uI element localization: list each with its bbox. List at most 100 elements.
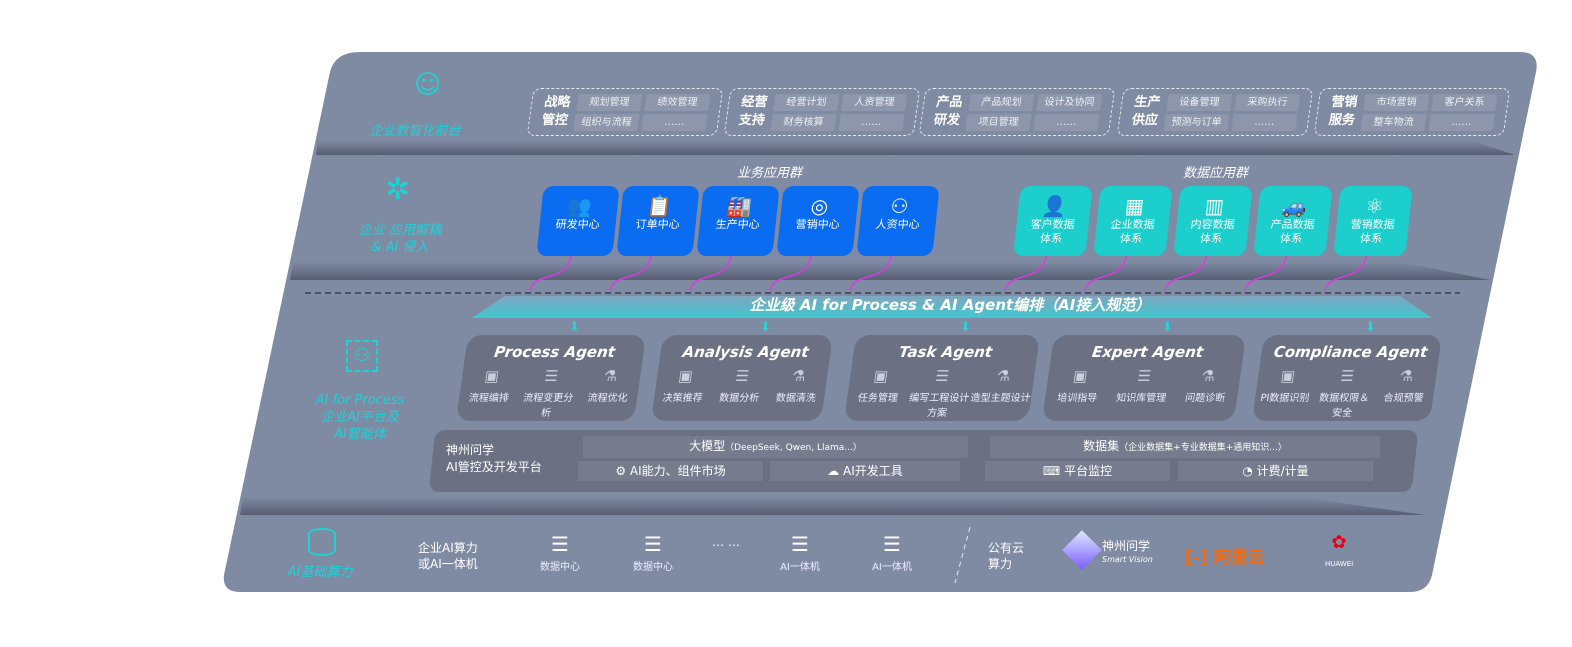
front-chip[interactable]: 财务核算 — [770, 114, 837, 131]
agent-capability[interactable]: ▣ 流程编排 — [457, 367, 523, 419]
business-tile[interactable]: ◎ 营销中心 — [776, 186, 860, 256]
integration-arrow — [1244, 249, 1288, 291]
front-chip[interactable]: 整车物流 — [1360, 114, 1427, 131]
front-chip[interactable]: 产品规划 — [968, 94, 1035, 111]
agent-capability[interactable]: ▣ 决策推荐 — [654, 367, 715, 404]
agent-capability-label: 造型主题设计 — [969, 393, 1032, 404]
business-tile-label: 生产中心 — [714, 218, 761, 231]
data-tile[interactable]: 👤 客户数据体系 — [1013, 186, 1093, 256]
agent-capability[interactable]: ☰ 数据分析 — [710, 367, 771, 404]
business-tile[interactable]: 📋 订单中心 — [616, 186, 700, 256]
front-chip[interactable]: …… — [838, 114, 905, 131]
front-chip[interactable]: 采购执行 — [1234, 94, 1301, 111]
front-chip[interactable]: …… — [1231, 114, 1298, 131]
id-card-icon: ▣ — [1279, 367, 1297, 385]
front-chip[interactable]: 项目管理 — [965, 114, 1032, 131]
agent-title: Compliance Agent — [1272, 343, 1429, 361]
integration-arrow — [1324, 249, 1368, 291]
integration-arrow — [609, 249, 653, 291]
integration-arrow — [769, 249, 813, 291]
business-tile[interactable]: ⚇ 人资中心 — [856, 186, 940, 256]
agent-card[interactable]: Process Agent ▣ 流程编排 ☰ 流程变更分析 ⚗ 流程优化 — [455, 335, 647, 421]
agent-capability[interactable]: ☰ 知识库管理 — [1109, 367, 1178, 404]
server-rack-icon: ☰ — [551, 532, 569, 556]
front-chip[interactable]: 设备管理 — [1166, 94, 1233, 111]
ai-label-2: 企业AI平台及 — [321, 410, 399, 425]
front-chip[interactable]: …… — [641, 114, 708, 131]
agent-capability[interactable]: ▣ 任务管理 — [845, 367, 913, 419]
front-chip[interactable]: …… — [1033, 114, 1100, 131]
market-label: AI能力、组件市场 — [629, 464, 726, 478]
data-tile[interactable]: 🚙 产品数据体系 — [1253, 186, 1333, 256]
face-scan-icon: ⚇ — [346, 340, 378, 372]
front-chip[interactable]: …… — [1428, 114, 1495, 131]
front-chip[interactable]: 市场营销 — [1363, 94, 1430, 111]
agent-capability[interactable]: ☰ 流程变更分析 — [516, 367, 582, 419]
enterprise-compute-1: 企业AI算力 — [418, 541, 478, 555]
data-tile[interactable]: ⚛ 营销数据体系 — [1333, 186, 1413, 256]
down-arrow-icon: ⬇ — [1365, 320, 1376, 335]
billing-cell[interactable]: ◔ 计费/计量 — [1178, 461, 1373, 481]
front-group-title: 战略管控 — [540, 95, 572, 128]
agent-capability[interactable]: ▣ 培训指导 — [1045, 367, 1114, 404]
front-chip[interactable]: 组织与流程 — [573, 114, 640, 131]
business-tile-label: 人资中心 — [874, 218, 921, 231]
business-tile[interactable]: 👥 研发中心 — [536, 186, 620, 256]
down-arrow-icon: ⬇ — [1162, 320, 1173, 335]
agent-capability-label: 合规预警 — [1382, 393, 1425, 404]
server-rack-icon: ☰ — [644, 532, 662, 556]
monitor-cell[interactable]: ⌨ 平台监控 — [985, 461, 1170, 481]
down-arrow-icon: ⬇ — [760, 320, 771, 335]
agent-capability[interactable]: ⚗ 问题诊断 — [1173, 367, 1242, 404]
agent-capability[interactable]: ⚗ 数据清洗 — [767, 367, 828, 404]
agent-capability[interactable]: ⚗ 造型主题设计 — [967, 367, 1035, 419]
dataset-cell[interactable]: 数据集（企业数据集+专业数据集+通用知识...） — [990, 436, 1380, 458]
agent-card[interactable]: Task Agent ▣ 任务管理 ☰ 编写工程设计方案 ⚗ 造型主题设计 — [843, 335, 1041, 421]
front-chip[interactable]: 客户关系 — [1431, 94, 1498, 111]
public-cloud-1: 公有云 — [988, 541, 1025, 555]
agent-capability[interactable]: ☰ 编写工程设计方案 — [906, 367, 974, 419]
permission-icon: ☰ — [1339, 367, 1356, 385]
front-chip[interactable]: 绩效管理 — [644, 94, 711, 111]
agent-capability[interactable]: ☰ 数据权限＆安全 — [1312, 367, 1378, 419]
agent-title: Process Agent — [493, 343, 617, 361]
agent-capability-label: 知识库管理 — [1115, 393, 1167, 404]
agent-capability[interactable]: ▣ PI数据识别 — [1253, 367, 1319, 419]
public-cloud-2: 算力 — [988, 557, 1013, 571]
down-arrow-icon: ⬇ — [960, 320, 971, 335]
business-tile[interactable]: 🏭 生产中心 — [696, 186, 780, 256]
agent-capability[interactable]: ⚗ 合规预警 — [1371, 367, 1437, 419]
flow-icon: ▣ — [483, 367, 501, 385]
front-chip[interactable]: 设计及协同 — [1036, 94, 1103, 111]
server-label: 数据中心 — [540, 562, 580, 573]
car-icon: 🚙 — [1280, 194, 1309, 218]
server-rack-icon: ☰ — [883, 532, 901, 556]
front-chip[interactable]: 经营计划 — [773, 94, 840, 111]
devtools-label: AI开发工具 — [843, 464, 903, 478]
front-group-title: 经营支持 — [737, 95, 769, 128]
agent-capability-label: 问题诊断 — [1184, 393, 1226, 404]
devtools-cell[interactable]: ☁ AI开发工具 — [770, 461, 960, 481]
apps-label-1: 企业 应用解耦 — [358, 223, 442, 238]
data-tile[interactable]: ▦ 企业数据体系 — [1093, 186, 1173, 256]
agent-card[interactable]: Expert Agent ▣ 培训指导 ☰ 知识库管理 ⚗ 问题诊断 — [1041, 335, 1247, 421]
market-cell[interactable]: ⚙ AI能力、组件市场 — [578, 461, 763, 481]
database-icon — [308, 528, 336, 556]
model-cell[interactable]: 大模型（DeepSeek, Qwen, Llama...） — [583, 436, 968, 458]
data-tile-label: 内容数据体系 — [1189, 218, 1236, 245]
agent-card[interactable]: Analysis Agent ▣ 决策推荐 ☰ 数据分析 ⚗ 数据清洗 — [650, 335, 834, 421]
agent-capability[interactable]: ⚗ 流程优化 — [575, 367, 641, 419]
server-label: AI一体机 — [780, 562, 820, 573]
front-label: 企业数智化前台 — [369, 124, 461, 139]
orchestration-banner-bg — [472, 296, 1432, 318]
data-tile[interactable]: ▥ 内容数据体系 — [1173, 186, 1253, 256]
agent-capability-label: 流程变更分析 — [522, 393, 574, 419]
agent-card[interactable]: Compliance Agent ▣ PI数据识别 ☰ 数据权限＆安全 ⚗ 合规预警 — [1251, 335, 1443, 421]
huawei-logo: ✿ HUAWEI — [1325, 532, 1354, 569]
front-chip[interactable]: 预测与订单 — [1163, 114, 1230, 131]
model-label: 大模型 — [689, 439, 726, 453]
front-chip[interactable]: 人资管理 — [841, 94, 908, 111]
huawei-text: HUAWEI — [1325, 560, 1354, 568]
design-icon: ⚗ — [995, 367, 1012, 385]
front-chip[interactable]: 规划管理 — [576, 94, 643, 111]
